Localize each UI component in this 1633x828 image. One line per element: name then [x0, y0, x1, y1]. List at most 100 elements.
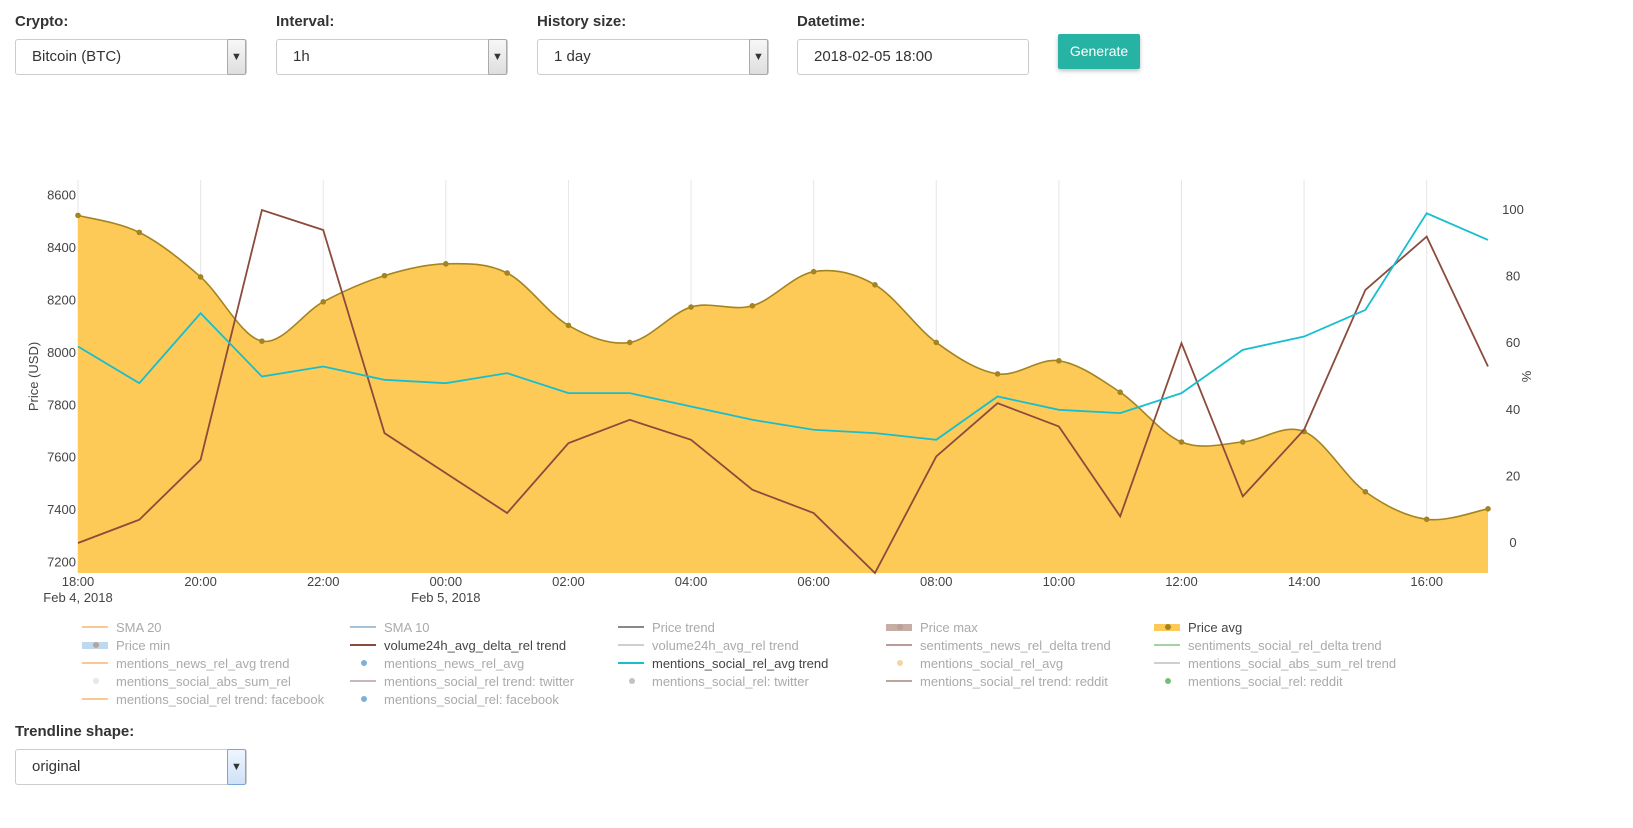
history-label: History size: — [537, 13, 627, 30]
legend-label: mentions_social_rel trend: twitter — [384, 673, 575, 689]
legend-symbol-icon — [1154, 640, 1180, 650]
y2-tick-label: 20 — [1506, 468, 1520, 483]
legend-symbol-icon — [350, 694, 376, 704]
legend-label: volume24h_avg_delta_rel trend — [384, 637, 567, 653]
legend-label: mentions_social_rel trend: reddit — [920, 673, 1108, 689]
trendline-select[interactable]: original ▼ — [15, 749, 247, 785]
legend-label: Price trend — [652, 619, 715, 635]
legend-symbol-icon — [350, 676, 376, 686]
legend-label: mentions_social_rel: facebook — [384, 691, 559, 707]
x-tick-label: 22:00 — [307, 574, 340, 589]
x-tick-label: 10:00 — [1043, 574, 1076, 589]
legend-label: mentions_social_rel_avg — [920, 655, 1064, 671]
interval-select[interactable]: 1h ▼ — [276, 39, 508, 75]
y2-tick-label: 80 — [1506, 269, 1520, 284]
legend-label: mentions_social_rel trend: facebook — [116, 691, 325, 707]
legend-symbol-icon — [1154, 676, 1180, 686]
legend-item[interactable]: mentions_news_rel_avg trend — [82, 654, 350, 672]
crypto-select[interactable]: Bitcoin (BTC) ▼ — [15, 39, 247, 75]
legend-item[interactable]: Price trend — [618, 618, 886, 636]
price-chart[interactable]: 7200 7400 7600 7800 8000 8200 8400 8600 0 20 40 60 8… — [0, 160, 1633, 615]
x-tick-label: 00:00 — [430, 574, 463, 589]
legend-label: mentions_social_abs_sum_rel — [116, 673, 291, 689]
x-tick-label: 06:00 — [797, 574, 830, 589]
legend-symbol-icon — [618, 640, 644, 650]
price-avg-point — [75, 212, 81, 219]
legend-label: mentions_social_rel: reddit — [1188, 673, 1343, 689]
legend-symbol-icon — [82, 640, 108, 650]
legend-item[interactable]: mentions_social_rel_avg trend — [618, 654, 886, 672]
history-select[interactable]: 1 day ▼ — [537, 39, 769, 75]
legend-symbol-icon — [1154, 622, 1180, 632]
legend-item[interactable]: mentions_social_rel: facebook — [350, 690, 618, 708]
interval-select-value: 1h — [293, 48, 310, 65]
mentions-trend-line — [77, 212, 1489, 441]
y2-tick-label: 0 — [1509, 535, 1516, 550]
price-avg-point — [1178, 439, 1185, 445]
chevron-down-icon[interactable]: ▼ — [488, 39, 507, 75]
legend-item[interactable]: mentions_social_rel trend: reddit — [886, 672, 1154, 690]
legend-item[interactable]: mentions_social_rel: reddit — [1154, 672, 1422, 690]
x-tick-date-label: Feb 4, 2018 — [43, 590, 112, 605]
x-tick-label: 20:00 — [184, 574, 217, 589]
legend-symbol-icon — [82, 622, 108, 632]
legend-item[interactable]: SMA 20 — [82, 618, 350, 636]
chevron-down-icon[interactable]: ▼ — [227, 39, 246, 75]
price-avg-point — [136, 229, 143, 236]
crypto-select-value: Bitcoin (BTC) — [32, 48, 122, 65]
legend-item[interactable]: mentions_social_abs_sum_rel — [82, 672, 350, 690]
legend-item[interactable]: mentions_social_rel: twitter — [618, 672, 886, 690]
legend-item[interactable]: mentions_news_rel_avg — [350, 654, 618, 672]
price-avg-point — [872, 282, 878, 288]
y2-tick-label: 60 — [1506, 335, 1520, 350]
y2-axis-title: % — [1519, 370, 1534, 382]
legend-symbol-icon — [886, 640, 912, 650]
legend-item[interactable]: volume24h_avg_delta_rel trend — [350, 636, 618, 654]
datetime-input[interactable]: 2018-02-05 18:00 — [797, 39, 1029, 75]
generate-button[interactable]: Generate — [1058, 34, 1140, 69]
price-avg-point — [320, 299, 327, 305]
legend-item[interactable]: volume24h_avg_rel trend — [618, 636, 886, 654]
legend-label: Price avg — [1188, 619, 1243, 635]
legend-item[interactable]: Price max — [886, 618, 1154, 636]
legend-symbol-icon — [618, 676, 644, 686]
legend-item[interactable]: sentiments_social_rel_delta trend — [1154, 636, 1422, 654]
interval-label: Interval: — [276, 13, 335, 30]
legend-item[interactable]: Price avg — [1154, 618, 1422, 636]
price-avg-point — [1485, 506, 1491, 512]
chevron-down-icon[interactable]: ▼ — [227, 749, 246, 785]
legend-label: volume24h_avg_rel trend — [652, 637, 799, 653]
legend-item[interactable]: Price min — [82, 636, 350, 654]
legend-label: SMA 20 — [116, 619, 162, 635]
x-tick-date-label: Feb 5, 2018 — [411, 590, 480, 605]
chart-legend: SMA 20 SMA 10 Price trend Price max Price av… — [82, 618, 1442, 708]
history-select-value: 1 day — [554, 48, 591, 65]
legend-item[interactable]: SMA 10 — [350, 618, 618, 636]
legend-label: SMA 10 — [384, 619, 430, 635]
legend-label: mentions_social_rel_avg trend — [652, 655, 829, 671]
legend-symbol-icon — [886, 676, 912, 686]
legend-item[interactable]: mentions_social_abs_sum_rel trend — [1154, 654, 1422, 672]
chevron-down-icon[interactable]: ▼ — [749, 39, 768, 75]
volume-trend-line — [77, 208, 1489, 575]
legend-item[interactable]: mentions_social_rel_avg — [886, 654, 1154, 672]
legend-item[interactable]: sentiments_news_rel_delta trend — [886, 636, 1154, 654]
y-tick-label: 7600 — [47, 450, 76, 465]
legend-item[interactable]: mentions_social_rel trend: facebook — [82, 690, 350, 708]
y2-tick-label: 40 — [1506, 402, 1520, 417]
legend-symbol-icon — [350, 622, 376, 632]
price-avg-point — [1056, 357, 1062, 364]
price-avg-point — [504, 270, 510, 276]
legend-item[interactable]: mentions_social_rel trend: twitter — [350, 672, 618, 690]
trendline-control: Trendline shape: original ▼ — [15, 723, 247, 785]
legend-label: mentions_news_rel_avg — [384, 655, 525, 671]
y-tick-label: 8600 — [47, 188, 76, 203]
price-avg-point — [626, 339, 633, 346]
x-tick-label: 14:00 — [1288, 574, 1321, 589]
price-avg-point — [749, 302, 756, 309]
legend-symbol-icon — [350, 658, 376, 668]
x-tick-label: 08:00 — [920, 574, 953, 589]
y-tick-label: 7400 — [47, 502, 76, 517]
crypto-label: Crypto: — [15, 13, 69, 30]
price-avg-point — [933, 339, 940, 346]
